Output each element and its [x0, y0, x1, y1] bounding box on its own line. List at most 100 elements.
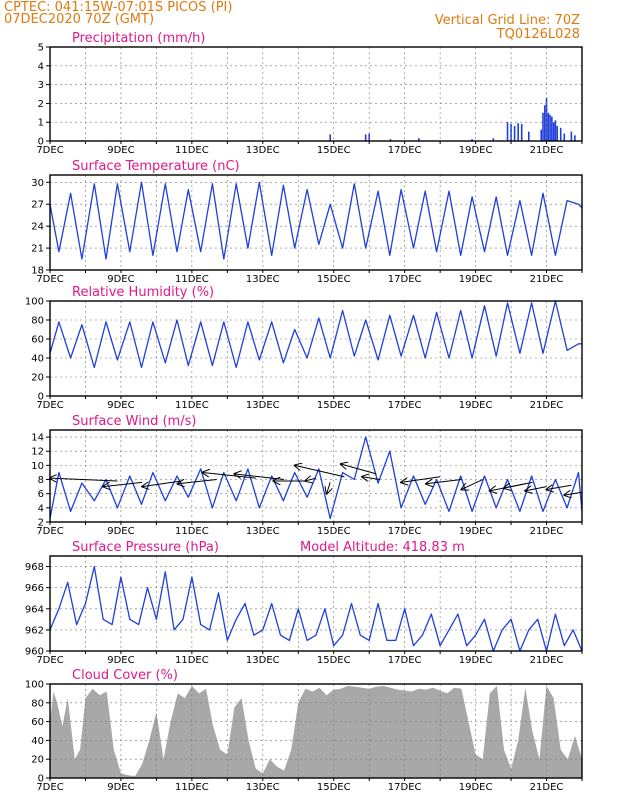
header-location: CPTEC: 041:15W-07:01S PICOS (PI) — [4, 0, 233, 15]
x-tick-label: 13DEC — [246, 526, 280, 537]
x-tick-label: 21DEC — [530, 655, 564, 666]
x-tick-label: 11DEC — [175, 655, 209, 666]
header-grid-note: Vertical Grid Line: 70Z — [434, 13, 580, 28]
panel-frame — [49, 683, 583, 779]
y-tick-label: 40 — [31, 736, 44, 747]
y-tick-label: 12 — [31, 447, 44, 458]
wind-series-line — [49, 436, 583, 520]
precip-bar — [549, 114, 551, 141]
x-tick-label: 13DEC — [246, 274, 280, 285]
y-tick-label: 968 — [25, 562, 44, 573]
y-tick-label: 20 — [31, 373, 44, 384]
precip-bar — [543, 105, 546, 141]
x-tick-label: 9DEC — [107, 655, 134, 666]
panel-frame — [49, 174, 583, 271]
y-tick-label: 80 — [31, 316, 44, 327]
x-tick-label: 9DEC — [107, 274, 134, 285]
panel-cloud: 0 20 40 60 80 100 7DEC 9DEC 11DEC 13DEC 15DEC 17DEC… — [25, 668, 583, 793]
y-tick-label: 5 — [38, 43, 44, 54]
precip-panel-title: Precipitation (mm/h) — [72, 31, 205, 46]
wind-vector-arrow — [341, 464, 377, 475]
precip-bar — [418, 138, 420, 141]
y-tick-label: 14 — [31, 433, 44, 444]
y-tick-label: 20 — [31, 755, 44, 766]
x-tick-label: 11DEC — [175, 274, 209, 285]
panel-background — [50, 47, 582, 141]
precip-bar — [542, 112, 544, 141]
precip-bar — [554, 120, 557, 141]
x-tick-label: 19DEC — [459, 782, 493, 793]
x-tick-label: 21DEC — [530, 145, 564, 156]
precip-bar — [559, 127, 562, 141]
x-tick-label: 15DEC — [317, 145, 351, 156]
precip-bar — [552, 122, 555, 141]
x-tick-label: 7DEC — [36, 400, 63, 411]
x-tick-label: 19DEC — [459, 400, 493, 411]
x-tick-label: 7DEC — [36, 526, 63, 537]
x-tick-label: 9DEC — [107, 400, 134, 411]
x-tick-label: 15DEC — [317, 655, 351, 666]
x-tick-label: 13DEC — [246, 655, 280, 666]
y-tick-label: 30 — [31, 178, 44, 189]
x-tick-label: 11DEC — [175, 400, 209, 411]
temp-series-line — [49, 181, 583, 260]
x-tick-label: 9DEC — [107, 526, 134, 537]
y-tick-label: 80 — [31, 698, 44, 709]
precip-bar — [545, 97, 548, 141]
x-tick-label: 17DEC — [388, 655, 422, 666]
x-tick-label: 11DEC — [175, 526, 209, 537]
y-tick-label: 10 — [31, 461, 44, 472]
wind-vector-arrow — [461, 479, 483, 490]
wind-vector-arrow — [426, 480, 462, 484]
precip-bar — [574, 135, 576, 141]
y-tick-label: 100 — [25, 680, 44, 691]
x-tick-label: 17DEC — [388, 400, 422, 411]
x-tick-label: 21DEC — [530, 782, 564, 793]
panel-precip: 0 1 2 3 4 5 7DEC 9DEC 11DEC 13DEC 15DEC 17DEC 19DEC 2… — [36, 31, 583, 156]
y-tick-label: 18 — [31, 266, 44, 277]
y-tick-label: 0 — [38, 392, 44, 403]
wind-vector-arrow — [504, 481, 533, 488]
wind-vector-arrow — [327, 482, 331, 493]
precip-bar — [570, 131, 573, 141]
y-tick-label: 40 — [31, 354, 44, 365]
x-tick-label: 11DEC — [175, 145, 209, 156]
x-tick-label: 15DEC — [317, 526, 351, 537]
y-tick-label: 24 — [31, 222, 44, 233]
y-tick-label: 6 — [38, 489, 44, 500]
x-tick-label: 21DEC — [530, 274, 564, 285]
panel-wind: 2 4 6 8 10 12 14 7DEC 9DEC 11DEC 13DEC 15DEC 17DEC 19… — [31, 414, 583, 537]
rh-series-line — [49, 300, 582, 369]
rh-panel-title: Relative Humidity (%) — [72, 285, 214, 300]
panel-frame — [49, 555, 583, 652]
y-tick-label: 1 — [38, 118, 44, 129]
precip-bar — [556, 125, 558, 141]
wind-vector-arrow — [547, 485, 572, 489]
x-tick-label: 9DEC — [107, 782, 134, 793]
x-tick-label: 15DEC — [317, 274, 351, 285]
precip-bar — [506, 122, 509, 141]
panel-background — [50, 175, 582, 270]
wind-vector-arrow — [103, 481, 143, 486]
precip-bar — [364, 134, 367, 141]
wind-vector-arrow — [50, 478, 118, 481]
precip-bar — [520, 124, 523, 141]
x-tick-label: 13DEC — [246, 782, 280, 793]
x-tick-label: 13DEC — [246, 145, 280, 156]
x-tick-label: 17DEC — [388, 274, 422, 285]
x-tick-label: 17DEC — [388, 145, 422, 156]
y-tick-label: 2 — [38, 518, 44, 529]
panel-background — [50, 301, 582, 396]
y-tick-label: 960 — [25, 647, 44, 658]
precip-bar — [492, 138, 495, 141]
x-tick-label: 21DEC — [530, 400, 564, 411]
y-tick-label: 3 — [38, 80, 44, 91]
x-tick-label: 15DEC — [317, 400, 351, 411]
x-tick-label: 7DEC — [36, 274, 63, 285]
precip-bar — [563, 133, 566, 141]
wind-vector-arrow — [142, 480, 182, 487]
x-tick-label: 19DEC — [459, 526, 493, 537]
temp-panel-title: Surface Temperature (nC) — [72, 159, 240, 174]
y-tick-label: 60 — [31, 717, 44, 728]
